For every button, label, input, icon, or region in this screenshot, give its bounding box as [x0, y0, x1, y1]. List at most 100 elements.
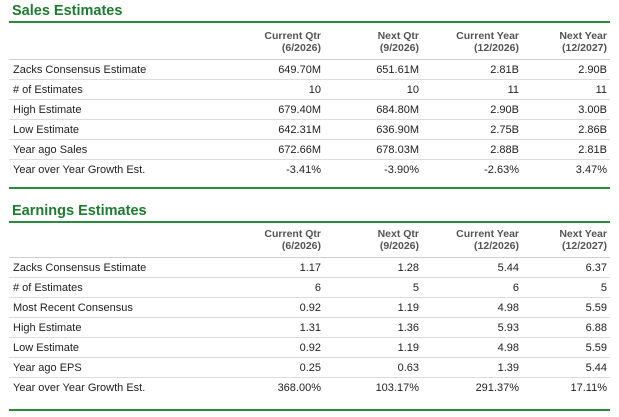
cell-value: 10 — [209, 79, 324, 100]
header-next-year: Next Year (12/2027) — [522, 30, 610, 60]
cell-value: 6.37 — [522, 257, 610, 278]
cell-value: 6 — [422, 277, 522, 298]
cell-value: 642.31M — [209, 119, 324, 140]
cell-value: 11 — [422, 79, 522, 100]
table-row: Low Estimate 0.92 1.19 4.98 5.59 — [9, 337, 610, 358]
cell-value: 3.47% — [575, 163, 607, 176]
cell-value: 368.00% — [277, 381, 321, 394]
cell-value: 1.28 — [324, 257, 422, 278]
earnings-estimates-section: Earnings Estimates Current Qtr (6/2026) N… — [9, 199, 610, 415]
table-row: # of Estimates 10 10 11 11 — [9, 79, 610, 100]
cell-value: 5.44 — [522, 357, 610, 378]
cell-value: 2.81B — [422, 59, 522, 80]
cell-value: 649.70M — [209, 59, 324, 80]
cell-value: 1.31 — [209, 317, 324, 338]
header-next-year: Next Year (12/2027) — [522, 228, 610, 258]
cell-value: -3.90% — [384, 163, 419, 176]
earnings-estimates-title: Earnings Estimates — [12, 203, 147, 219]
row-label: Year ago EPS — [9, 357, 209, 378]
header-current-qtr: Current Qtr (6/2026) — [209, 30, 324, 60]
cell-value: 1.19 — [324, 337, 422, 358]
table-header-row: Current Qtr (6/2026) Next Qtr (9/2026) Cur… — [9, 30, 610, 60]
cell-value: 672.66M — [209, 139, 324, 160]
cell-value: 1.19 — [324, 297, 422, 318]
table-row: High Estimate 1.31 1.36 5.93 6.88 — [9, 317, 610, 338]
cell-value: 17.11% — [570, 381, 608, 394]
row-label: Low Estimate — [9, 337, 209, 358]
cell-value: 4.98 — [422, 337, 522, 358]
earnings-estimates-table: Current Qtr (6/2026) Next Qtr (9/2026) Cur… — [9, 228, 610, 397]
cell-value: 0.25 — [209, 357, 324, 378]
row-label: Low Estimate — [9, 119, 209, 140]
cell-value: 2.81B — [522, 139, 610, 160]
cell-value: 5.59 — [522, 297, 610, 318]
cell-value: 5.59 — [522, 337, 610, 358]
cell-value: 10 — [324, 79, 422, 100]
row-label: Zacks Consensus Estimate — [9, 59, 209, 80]
table-row: Low Estimate 642.31M 636.90M 2.75B 2.86B — [9, 119, 610, 140]
row-label: Year over Year Growth Est. — [13, 163, 146, 176]
table-row: Year ago Sales 672.66M 678.03M 2.88B 2.8… — [9, 139, 610, 160]
header-current-year: Current Year (12/2026) — [422, 30, 522, 60]
cell-value: 103.17% — [375, 381, 419, 394]
cell-value: 291.37% — [475, 381, 519, 394]
cell-value: -3.41% — [286, 163, 321, 176]
cell-value: 0.92 — [209, 337, 324, 358]
header-current-qtr: Current Qtr (6/2026) — [209, 228, 324, 258]
cell-value: 1.17 — [209, 257, 324, 278]
table-row: High Estimate 679.40M 684.80M 2.90B 3.00… — [9, 99, 610, 120]
cell-value: 5 — [324, 277, 422, 298]
row-label: # of Estimates — [9, 79, 209, 100]
cell-value: 0.63 — [324, 357, 422, 378]
cell-value: 1.36 — [324, 317, 422, 338]
sales-estimates-table: Current Qtr (6/2026) Next Qtr (9/2026) Cur… — [9, 30, 610, 179]
cell-value: 5.44 — [422, 257, 522, 278]
sales-title-rule — [9, 21, 610, 23]
cell-value: 651.61M — [324, 59, 422, 80]
cell-value: 6 — [209, 277, 324, 298]
cell-value: 2.90B — [422, 99, 522, 120]
row-label: Year over Year Growth Est. — [13, 381, 146, 394]
earnings-title-rule — [9, 221, 610, 223]
table-row: Most Recent Consensus 0.92 1.19 4.98 5.5… — [9, 297, 610, 318]
cell-value: 0.92 — [209, 297, 324, 318]
cell-value: 684.80M — [324, 99, 422, 120]
cell-value: 4.98 — [422, 297, 522, 318]
row-label: High Estimate — [9, 317, 209, 338]
cell-value: 2.75B — [422, 119, 522, 140]
sales-estimates-title: Sales Estimates — [12, 3, 123, 19]
table-row: Year over Year Growth Est. 368.00% 103.1… — [9, 378, 610, 398]
sales-estimates-section: Sales Estimates Current Qtr (6/2026) Next… — [9, 0, 610, 192]
table-header-row: Current Qtr (6/2026) Next Qtr (9/2026) Cur… — [9, 228, 610, 258]
header-label-column — [9, 30, 209, 60]
cell-value: 11 — [522, 79, 610, 100]
table-row: Zacks Consensus Estimate 649.70M 651.61M… — [9, 59, 610, 80]
row-label: High Estimate — [9, 99, 209, 120]
cell-value: 3.00B — [522, 99, 610, 120]
cell-value: 2.88B — [422, 139, 522, 160]
cell-value: 679.40M — [209, 99, 324, 120]
header-label-column — [9, 228, 209, 258]
table-row: # of Estimates 6 5 6 5 — [9, 277, 610, 298]
earnings-bottom-rule — [9, 409, 610, 411]
cell-value: 6.88 — [522, 317, 610, 338]
cell-value: 2.86B — [522, 119, 610, 140]
row-label: # of Estimates — [9, 277, 209, 298]
cell-value: 636.90M — [324, 119, 422, 140]
cell-value: 1.39 — [422, 357, 522, 378]
sales-bottom-rule — [9, 187, 610, 189]
cell-value: -2.63% — [484, 163, 519, 176]
row-label: Zacks Consensus Estimate — [9, 257, 209, 278]
row-label: Most Recent Consensus — [9, 297, 209, 318]
row-label: Year ago Sales — [9, 139, 209, 160]
table-row: Zacks Consensus Estimate 1.17 1.28 5.44 … — [9, 257, 610, 278]
cell-value: 2.90B — [522, 59, 610, 80]
cell-value: 5.93 — [422, 317, 522, 338]
table-row: Year ago EPS 0.25 0.63 1.39 5.44 — [9, 357, 610, 378]
cell-value: 678.03M — [324, 139, 422, 160]
header-next-qtr: Next Qtr (9/2026) — [324, 228, 422, 258]
header-current-year: Current Year (12/2026) — [422, 228, 522, 258]
header-next-qtr: Next Qtr (9/2026) — [324, 30, 422, 60]
table-row: Year over Year Growth Est. -3.41% -3.90%… — [9, 160, 610, 180]
cell-value: 5 — [522, 277, 610, 298]
